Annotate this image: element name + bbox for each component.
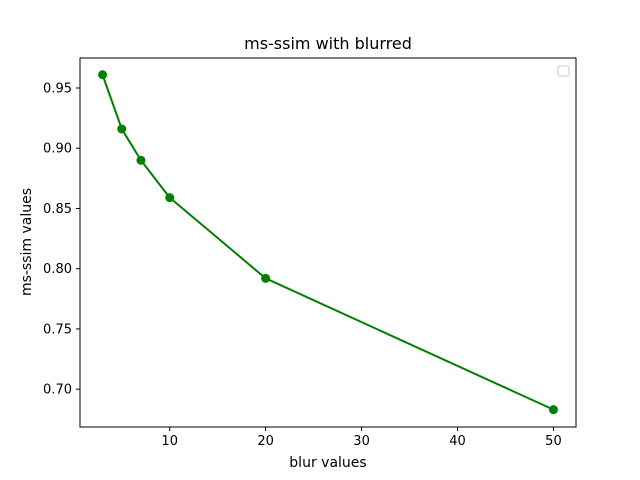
x-tick-label: 20	[257, 434, 274, 449]
data-point	[117, 124, 127, 134]
x-tick-label: 30	[353, 434, 370, 449]
series-layer	[98, 70, 558, 415]
y-tick-label: 0.70	[43, 383, 72, 398]
y-axis-ticks: 0.70 0.75 0.80 0.85 0.90 0.95	[43, 81, 80, 398]
data-point	[136, 155, 146, 165]
y-axis-label: ms-ssim values	[19, 188, 35, 296]
plot-area	[80, 58, 576, 427]
y-tick-label: 0.80	[43, 262, 72, 277]
x-tick-label: 50	[545, 434, 562, 449]
x-axis-label: blur values	[289, 455, 366, 471]
y-tick-label: 0.95	[43, 81, 72, 96]
series-line	[101, 74, 554, 411]
chart-title: ms-ssim with blurred	[244, 34, 412, 53]
empty-legend-box	[557, 65, 570, 77]
y-tick-label: 0.90	[43, 142, 72, 157]
x-axis-ticks: 10 20 30 40 50	[161, 427, 562, 449]
data-point	[165, 193, 175, 203]
data-point	[548, 405, 558, 415]
y-tick-label: 0.75	[43, 322, 72, 337]
plot-frame	[79, 57, 577, 428]
data-point	[261, 273, 271, 283]
data-point	[98, 70, 108, 80]
x-tick-label: 10	[161, 434, 178, 449]
y-tick-label: 0.85	[43, 202, 72, 217]
x-tick-label: 40	[449, 434, 466, 449]
